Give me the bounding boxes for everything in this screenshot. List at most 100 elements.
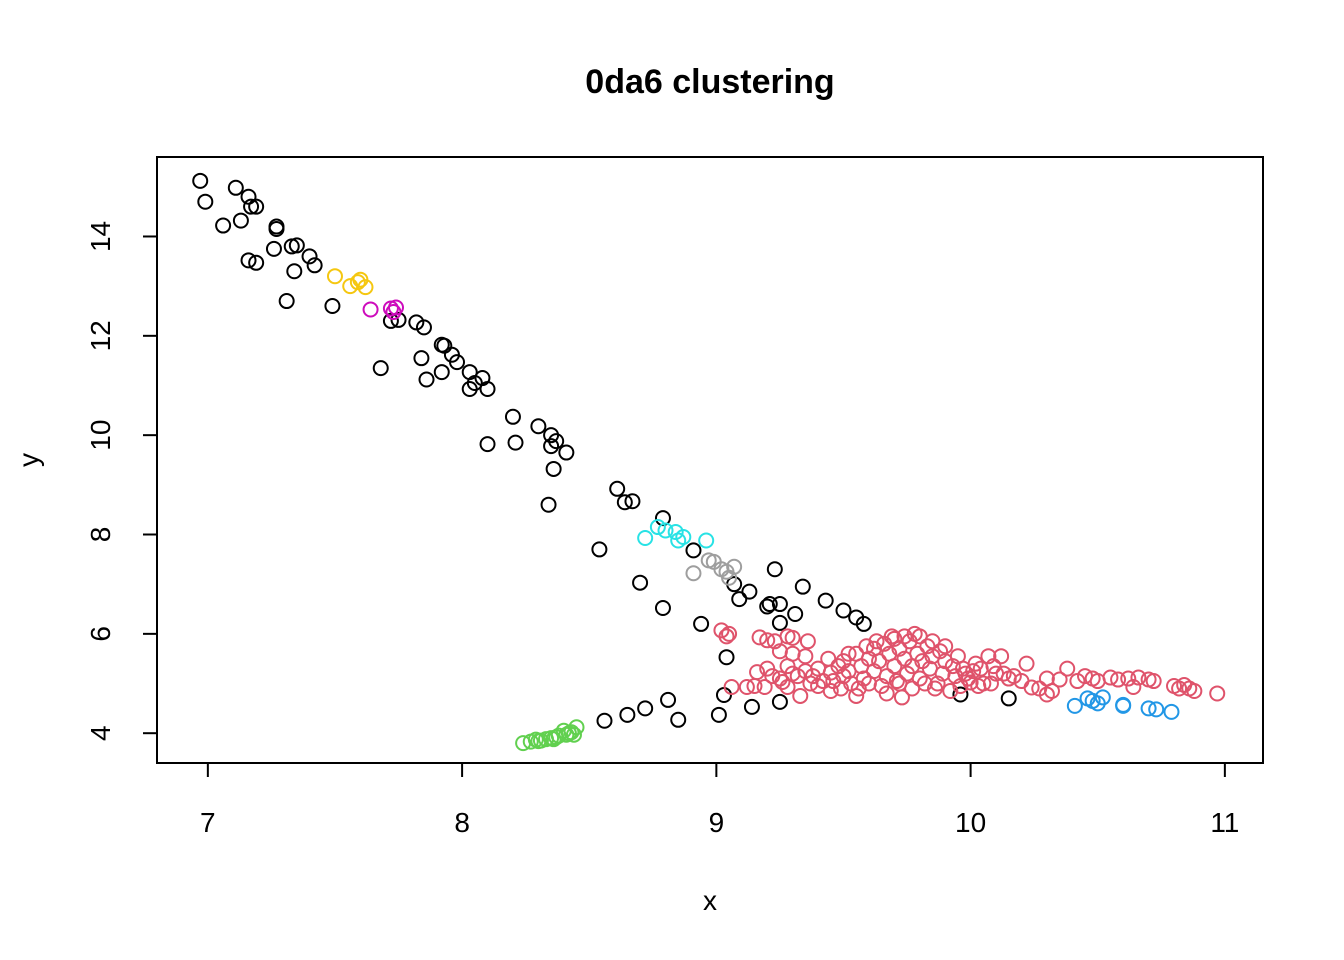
- y-tick-label: 6: [85, 626, 116, 642]
- data-point: [855, 615, 872, 632]
- chart-title: 0da6 clustering: [585, 63, 834, 101]
- data-point: [718, 649, 735, 666]
- data-point: [830, 658, 847, 675]
- data-point: [771, 614, 788, 631]
- x-axis-label: x: [703, 885, 717, 916]
- data-point: [888, 673, 905, 690]
- data-point: [980, 648, 997, 665]
- data-point: [624, 493, 641, 510]
- x-tick-label: 11: [1210, 807, 1239, 838]
- data-point: [743, 698, 760, 715]
- data-point: [698, 532, 715, 549]
- data-point: [779, 679, 796, 695]
- data-point: [911, 670, 928, 687]
- data-point: [710, 706, 727, 723]
- data-point: [1059, 660, 1076, 677]
- data-point: [1163, 703, 1180, 720]
- data-point: [878, 685, 895, 702]
- data-point: [896, 628, 913, 645]
- data-point: [759, 598, 776, 615]
- data-point: [670, 711, 687, 728]
- data-point: [479, 436, 496, 453]
- data-point: [388, 299, 404, 316]
- data-point: [227, 179, 244, 196]
- y-tick-label: 12: [85, 320, 116, 351]
- data-point: [418, 371, 435, 388]
- data-point: [243, 198, 260, 215]
- data-point: [1102, 669, 1119, 686]
- data-point: [715, 686, 732, 703]
- data-point: [286, 263, 303, 280]
- data-point: [797, 648, 814, 665]
- data-point: [660, 691, 677, 708]
- data-point: [685, 542, 702, 559]
- data-point: [449, 354, 466, 371]
- y-tick-label: 4: [85, 725, 116, 741]
- data-point: [721, 625, 738, 642]
- data-point: [848, 687, 865, 704]
- data-point: [761, 596, 778, 613]
- data-point: [654, 600, 671, 617]
- data-point: [268, 221, 285, 238]
- data-point: [619, 706, 636, 723]
- data-point: [390, 311, 407, 328]
- data-point: [810, 678, 827, 695]
- data-point: [413, 350, 430, 367]
- data-point: [545, 731, 562, 748]
- data-point: [916, 675, 933, 692]
- data-point: [868, 633, 885, 650]
- data-point: [1186, 682, 1203, 699]
- data-point: [675, 528, 692, 545]
- y-tick-label: 14: [85, 221, 116, 252]
- data-point: [817, 592, 834, 609]
- data-point: [301, 248, 318, 265]
- data-point: [568, 719, 585, 736]
- data-point: [306, 257, 323, 274]
- x-tick-label: 7: [200, 807, 216, 838]
- data-point: [548, 433, 565, 450]
- data-point: [1130, 669, 1147, 686]
- data-point: [1066, 697, 1083, 714]
- y-axis-label: y: [13, 453, 44, 467]
- data-point: [649, 519, 666, 536]
- data-point: [835, 602, 852, 619]
- data-point: [802, 675, 819, 692]
- data-point: [954, 660, 971, 677]
- data-point: [726, 558, 743, 575]
- data-point: [1038, 686, 1055, 703]
- data-point: [886, 658, 903, 675]
- data-point: [858, 638, 875, 655]
- data-point: [1023, 679, 1040, 696]
- data-point: [965, 663, 982, 680]
- data-point: [789, 668, 806, 685]
- data-point: [461, 380, 478, 397]
- data-point: [1094, 689, 1111, 706]
- data-point: [240, 188, 257, 205]
- data-point: [563, 724, 580, 741]
- data-point: [288, 237, 305, 254]
- y-tick-label: 10: [85, 420, 116, 451]
- x-axis: 7 8 9 10 11: [200, 762, 1239, 838]
- data-point: [504, 408, 521, 425]
- data-point: [975, 675, 992, 692]
- data-point: [265, 240, 282, 257]
- y-tick-label: 8: [85, 527, 116, 543]
- data-point: [1115, 697, 1132, 714]
- data-point: [962, 674, 979, 691]
- data-point: [774, 674, 791, 691]
- data-point: [1140, 700, 1157, 717]
- data-point: [759, 632, 776, 649]
- data-point: [731, 591, 748, 608]
- data-point: [543, 438, 560, 455]
- data-point: [530, 418, 547, 435]
- data-point: [883, 628, 900, 645]
- data-point: [820, 650, 837, 667]
- y-axis: 4 6 8 10 12 14: [85, 221, 158, 741]
- data-point: [1018, 655, 1035, 672]
- data-point: [799, 633, 816, 650]
- data-point: [248, 198, 265, 215]
- data-point: [357, 279, 374, 296]
- data-point: [685, 565, 702, 582]
- data-point: [723, 679, 740, 695]
